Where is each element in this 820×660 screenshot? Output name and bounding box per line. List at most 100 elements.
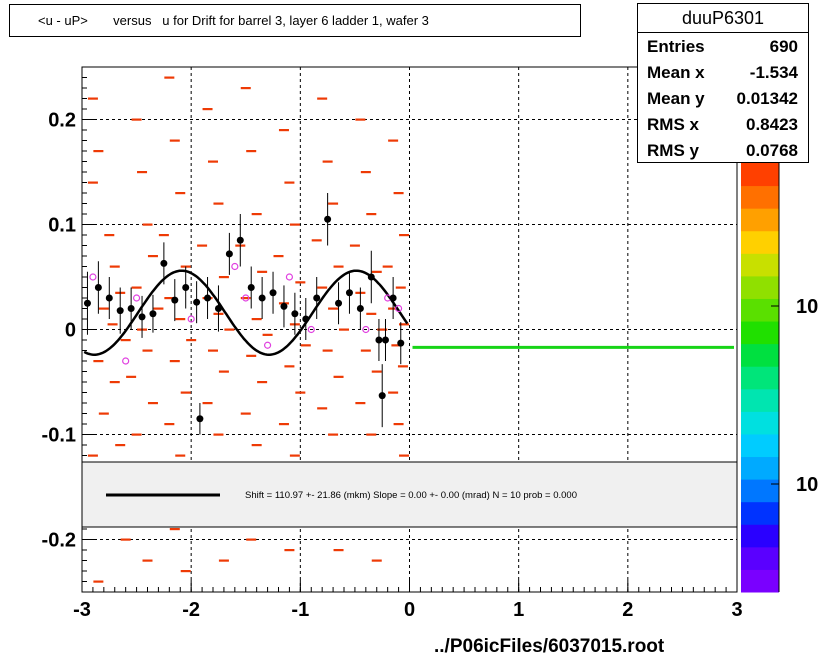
hist-cell — [322, 160, 333, 163]
hist-cell — [87, 181, 98, 184]
profile-point — [367, 273, 375, 281]
hist-cell — [175, 318, 186, 321]
profile-point — [335, 299, 343, 307]
hist-cell — [317, 407, 328, 410]
hist-cell — [284, 181, 295, 184]
hist-cell — [240, 87, 251, 90]
hist-cell — [147, 402, 158, 405]
profile-point — [247, 284, 255, 291]
hist-cell — [180, 391, 191, 394]
hist-cell — [289, 454, 300, 457]
stats-name: duuP6301 — [638, 4, 808, 33]
profile-open-marker — [263, 341, 272, 349]
colorbar-band — [741, 163, 779, 187]
colorbar-band — [741, 388, 779, 412]
file-name: ../P06icFiles/6037015.root — [434, 636, 665, 657]
hist-cell — [186, 339, 197, 342]
stats-row-entries: Entries 690 — [638, 33, 808, 59]
hist-cell — [202, 402, 213, 405]
profile-point — [105, 294, 113, 302]
hist-cell — [87, 97, 98, 100]
colorbar: 10 10 — [741, 163, 818, 593]
hist-cell — [355, 118, 366, 121]
hist-cell — [399, 323, 410, 326]
stats-row-mean-x: Mean x -1.534 — [638, 59, 808, 85]
hist-cell — [360, 171, 371, 174]
hist-cell — [360, 349, 371, 352]
profile-open-marker — [231, 262, 239, 271]
profile-point — [116, 307, 124, 315]
profile-point — [214, 305, 222, 312]
hist-cell — [278, 129, 289, 132]
hist-cell — [164, 423, 175, 426]
hist-cell — [278, 423, 289, 426]
hist-cell — [120, 339, 131, 342]
profile-open-marker — [285, 273, 294, 281]
hist-cell — [395, 286, 406, 289]
colorbar-band — [741, 343, 779, 367]
profile-point — [389, 294, 397, 302]
profile-point — [83, 299, 91, 307]
stats-label: Mean x — [647, 63, 705, 82]
hist-cell — [339, 328, 349, 331]
colorbar-band — [741, 479, 779, 503]
hist-cell — [93, 360, 104, 363]
stats-label: RMS y — [647, 141, 699, 160]
hist-cell — [300, 344, 311, 347]
hist-cell — [87, 454, 98, 457]
hist-cell — [391, 344, 402, 347]
profile-point — [291, 310, 299, 318]
profile-open-marker — [89, 273, 97, 281]
hist-cell — [98, 307, 109, 310]
x-tick-label: -2 — [182, 599, 200, 621]
profile-point — [397, 339, 405, 347]
stats-value: 690 — [769, 37, 798, 56]
hist-cell — [388, 139, 399, 142]
hist-cell — [109, 265, 120, 268]
fit-legend: Shift = 110.97 +- 21.86 (mkm) Slope = 0.… — [81, 461, 738, 528]
hist-cell — [169, 528, 180, 531]
hist-cell — [246, 150, 257, 153]
profile-point — [196, 415, 204, 423]
hist-cell — [120, 538, 131, 541]
hist-cell — [317, 286, 328, 289]
hist-cell — [131, 433, 142, 436]
hist-cell — [153, 307, 164, 310]
colorbar-band — [741, 230, 779, 254]
fit-curve-line — [83, 269, 409, 356]
profile-open-marker — [187, 315, 195, 323]
hist-cell — [240, 412, 251, 415]
colorbar-band — [741, 501, 779, 525]
hist-cell — [366, 312, 377, 315]
profile-points — [83, 193, 405, 435]
hist-cell — [328, 433, 339, 436]
hist-cell — [142, 349, 153, 352]
hist-cell — [393, 192, 404, 195]
hist-cell — [399, 454, 410, 457]
hist-cell — [218, 276, 229, 279]
hist-cell — [218, 559, 229, 562]
hist-cell — [147, 255, 158, 258]
y-tick-label: -0.2 — [42, 530, 76, 552]
hist-cell — [107, 323, 118, 326]
hist-cell — [224, 328, 235, 331]
x-tick-label: -3 — [73, 599, 91, 621]
colorbar-band — [741, 456, 779, 480]
profile-point — [356, 305, 364, 312]
profile-point — [313, 294, 321, 302]
hist-cell — [197, 244, 208, 247]
hist-cell — [251, 213, 262, 216]
hist-cell — [169, 360, 180, 363]
stats-row-rms-y: RMS y 0.0768 — [638, 137, 808, 163]
colorbar-band — [741, 546, 779, 570]
hist-cell — [333, 265, 344, 268]
profile-open-marker — [362, 325, 370, 334]
hist-cell — [371, 559, 382, 562]
hist-cell — [382, 265, 393, 268]
hist-cell — [371, 270, 382, 273]
profile-point — [345, 289, 353, 297]
stats-value: 0.01342 — [736, 89, 798, 108]
hist-cell — [328, 202, 339, 205]
colorbar-band — [741, 411, 779, 435]
